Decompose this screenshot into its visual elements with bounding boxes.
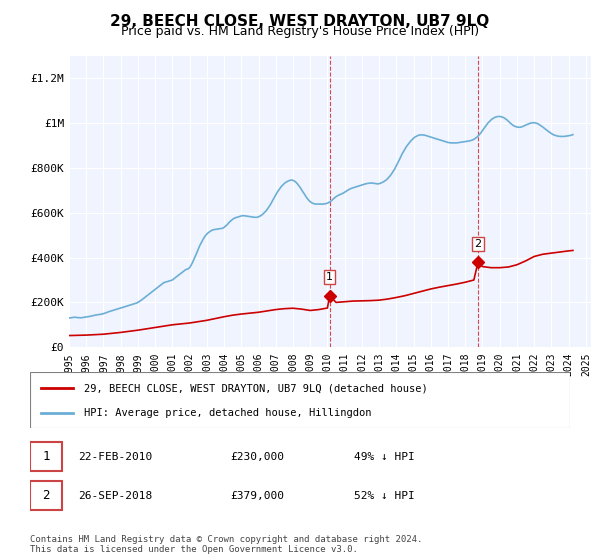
Text: 1: 1 xyxy=(43,450,50,463)
Text: 2: 2 xyxy=(43,489,50,502)
Text: 2: 2 xyxy=(475,239,482,249)
Text: 22-FEB-2010: 22-FEB-2010 xyxy=(79,451,153,461)
Text: 29, BEECH CLOSE, WEST DRAYTON, UB7 9LQ (detached house): 29, BEECH CLOSE, WEST DRAYTON, UB7 9LQ (… xyxy=(84,383,428,393)
Text: £230,000: £230,000 xyxy=(230,451,284,461)
Text: Contains HM Land Registry data © Crown copyright and database right 2024.
This d: Contains HM Land Registry data © Crown c… xyxy=(30,535,422,554)
Text: Price paid vs. HM Land Registry's House Price Index (HPI): Price paid vs. HM Land Registry's House … xyxy=(121,25,479,38)
FancyBboxPatch shape xyxy=(30,481,62,511)
Text: 29, BEECH CLOSE, WEST DRAYTON, UB7 9LQ: 29, BEECH CLOSE, WEST DRAYTON, UB7 9LQ xyxy=(110,14,490,29)
Text: HPI: Average price, detached house, Hillingdon: HPI: Average price, detached house, Hill… xyxy=(84,408,371,418)
FancyBboxPatch shape xyxy=(30,372,570,428)
Text: 1: 1 xyxy=(326,272,333,282)
Text: £379,000: £379,000 xyxy=(230,491,284,501)
FancyBboxPatch shape xyxy=(30,442,62,472)
Text: 26-SEP-2018: 26-SEP-2018 xyxy=(79,491,153,501)
Text: 52% ↓ HPI: 52% ↓ HPI xyxy=(354,491,415,501)
Text: 49% ↓ HPI: 49% ↓ HPI xyxy=(354,451,415,461)
